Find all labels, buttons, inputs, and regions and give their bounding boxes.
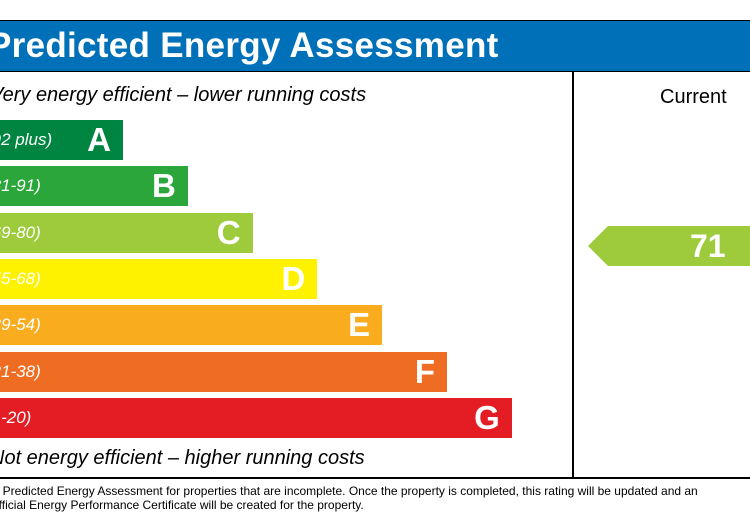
bottom-note: Not energy efficient – higher running co… (0, 447, 365, 469)
divider-bottom (0, 477, 750, 479)
band-range-g: (1-20) (0, 407, 32, 427)
band-letter-b: B (151, 167, 176, 205)
band-g: (1-20) G (0, 397, 512, 438)
chart-title: Predicted Energy Assessment (0, 26, 499, 65)
band-f: (21-38) F (0, 351, 447, 392)
top-note: Very energy efficient – lower running co… (0, 84, 367, 106)
divider-vertical (572, 72, 574, 478)
band-range-a: (92 plus) (0, 130, 53, 149)
band-letter-e: E (348, 306, 371, 344)
band-letter-d: D (281, 259, 306, 297)
band-d: (55-68) D (0, 258, 318, 299)
band-a: (92 plus) A (0, 120, 123, 160)
band-range-d: (55-68) (0, 268, 41, 288)
current-rating-arrow (588, 226, 750, 266)
band-range-e: (39-54) (0, 315, 41, 335)
title-bar: Predicted Energy Assessment (0, 20, 750, 72)
band-range-f: (21-38) (0, 361, 41, 381)
band-range-c: (69-80) (0, 222, 41, 242)
footnote-line-2: official Energy Performance Certificate … (0, 498, 364, 512)
band-e: (39-54) E (0, 305, 383, 346)
current-column-label: Current (660, 86, 727, 108)
band-letter-f: F (414, 352, 435, 390)
current-rating-value: 71 (690, 228, 726, 264)
band-letter-g: G (474, 398, 500, 436)
footnote-line-1: A Predicted Energy Assessment for proper… (0, 484, 698, 498)
band-b: (81-91) B (0, 166, 188, 207)
band-letter-c: C (216, 213, 241, 251)
band-c: (69-80) C (0, 212, 253, 253)
band-letter-a: A (87, 121, 111, 158)
band-range-b: (81-91) (0, 176, 41, 196)
